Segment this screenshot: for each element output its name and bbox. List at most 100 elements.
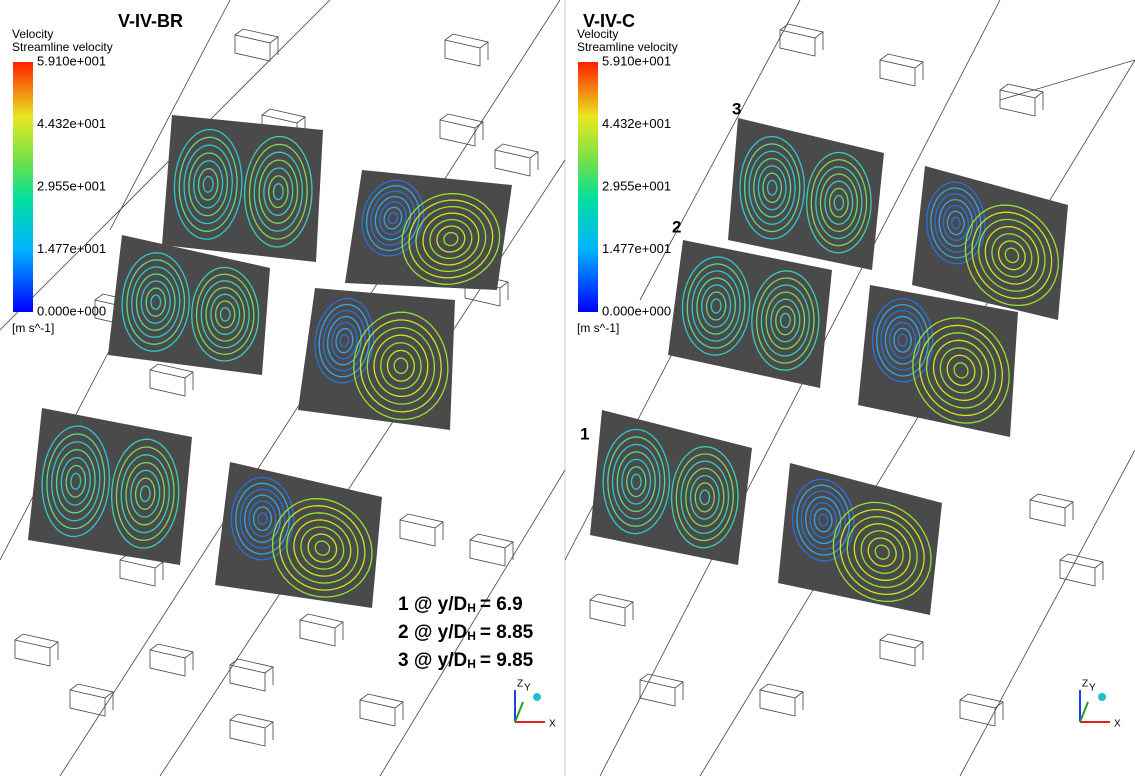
streamline-plane xyxy=(215,462,382,608)
streamline xyxy=(191,266,260,362)
streamline xyxy=(60,456,91,506)
streamline xyxy=(46,433,106,530)
streamline xyxy=(818,513,829,527)
streamline xyxy=(796,484,851,556)
annotation-value: = 6.9 xyxy=(480,594,523,615)
streamline xyxy=(436,225,466,253)
streamline xyxy=(867,537,897,567)
legend-unit: [m s^-1] xyxy=(577,321,619,335)
streamline xyxy=(810,158,868,247)
streamline-plane xyxy=(162,115,323,262)
streamline xyxy=(770,298,801,343)
streamline xyxy=(178,136,238,232)
axis-x-label: X xyxy=(1114,719,1121,730)
panel-title: V-IV-BR xyxy=(118,11,183,31)
legend-subtitle: Streamline velocity xyxy=(12,40,113,54)
streamline xyxy=(210,293,241,335)
plane-label: 2 xyxy=(672,217,681,236)
annotation-sub: H xyxy=(467,657,476,671)
streamline xyxy=(912,317,1010,424)
annotation-value: = 9.85 xyxy=(480,650,534,671)
streamline xyxy=(939,347,983,394)
colorbar-tick-label: 5.910e+001 xyxy=(602,53,671,68)
building-box xyxy=(69,683,114,717)
streamline xyxy=(626,466,647,498)
streamline xyxy=(971,211,1053,299)
streamline xyxy=(183,144,233,225)
building-box xyxy=(444,33,489,67)
streamline xyxy=(258,159,299,224)
streamline xyxy=(809,502,837,539)
streamline xyxy=(70,472,82,490)
streamline xyxy=(819,173,858,233)
streamline xyxy=(953,362,969,379)
building-box xyxy=(759,683,804,717)
streamline xyxy=(135,273,176,331)
streamline xyxy=(991,233,1033,278)
streamline xyxy=(219,307,231,322)
streamline-plane xyxy=(345,170,512,290)
streamline xyxy=(65,464,87,498)
building-edge xyxy=(599,0,1001,776)
annotation: 2 @ y/DH = 8.85 xyxy=(398,622,534,643)
streamline xyxy=(131,266,181,338)
streamline xyxy=(326,315,362,366)
streamline xyxy=(766,179,778,196)
streamline xyxy=(263,167,294,216)
streamline xyxy=(243,135,313,248)
streamline xyxy=(429,218,473,260)
building-box xyxy=(234,28,279,62)
streamline xyxy=(813,507,833,533)
streamline xyxy=(762,172,783,204)
building-box xyxy=(229,658,274,692)
plane-surface xyxy=(28,408,192,565)
streamline xyxy=(300,526,345,570)
building-box xyxy=(494,143,539,177)
building-box xyxy=(14,633,59,667)
streamline xyxy=(860,530,904,574)
streamline xyxy=(140,280,171,324)
streamline xyxy=(197,168,219,201)
streamline xyxy=(675,453,734,542)
streamline xyxy=(630,473,642,490)
streamline xyxy=(607,436,666,527)
streamline xyxy=(195,273,255,355)
streamline xyxy=(710,298,722,314)
annotation: 1 @ y/DH = 6.9 xyxy=(398,594,523,615)
streamline xyxy=(145,287,167,317)
streamline xyxy=(322,309,366,372)
building-box xyxy=(1029,493,1074,527)
streamline xyxy=(689,474,720,520)
streamline xyxy=(680,460,730,535)
streamline xyxy=(942,204,969,242)
colorbar-tick-label: 2.955e+001 xyxy=(602,178,671,193)
streamline xyxy=(115,446,175,542)
building-box xyxy=(469,533,514,567)
streamline xyxy=(874,544,890,560)
streamline xyxy=(876,303,930,377)
streamline xyxy=(193,160,224,209)
plane-surface xyxy=(590,410,752,565)
streamline xyxy=(925,332,997,409)
building-box xyxy=(1059,553,1104,587)
streamline xyxy=(1004,247,1020,264)
streamline xyxy=(893,327,912,353)
streamline xyxy=(318,303,371,378)
streamline xyxy=(150,294,162,310)
streamline xyxy=(235,482,290,555)
colorbar-tick-label: 4.432e+001 xyxy=(602,116,671,131)
axis-y xyxy=(514,701,524,723)
legend-title: Velocity xyxy=(12,27,53,41)
streamline xyxy=(383,206,403,230)
streamline xyxy=(833,194,845,211)
streamline xyxy=(339,333,350,348)
streamline xyxy=(685,467,725,527)
streamline xyxy=(110,438,180,549)
streamline xyxy=(279,505,366,591)
building-edge xyxy=(0,0,331,331)
streamline xyxy=(408,199,494,279)
streamline xyxy=(757,165,787,211)
streamline xyxy=(415,205,487,273)
building-box xyxy=(399,513,444,547)
plane-surface xyxy=(912,166,1068,320)
